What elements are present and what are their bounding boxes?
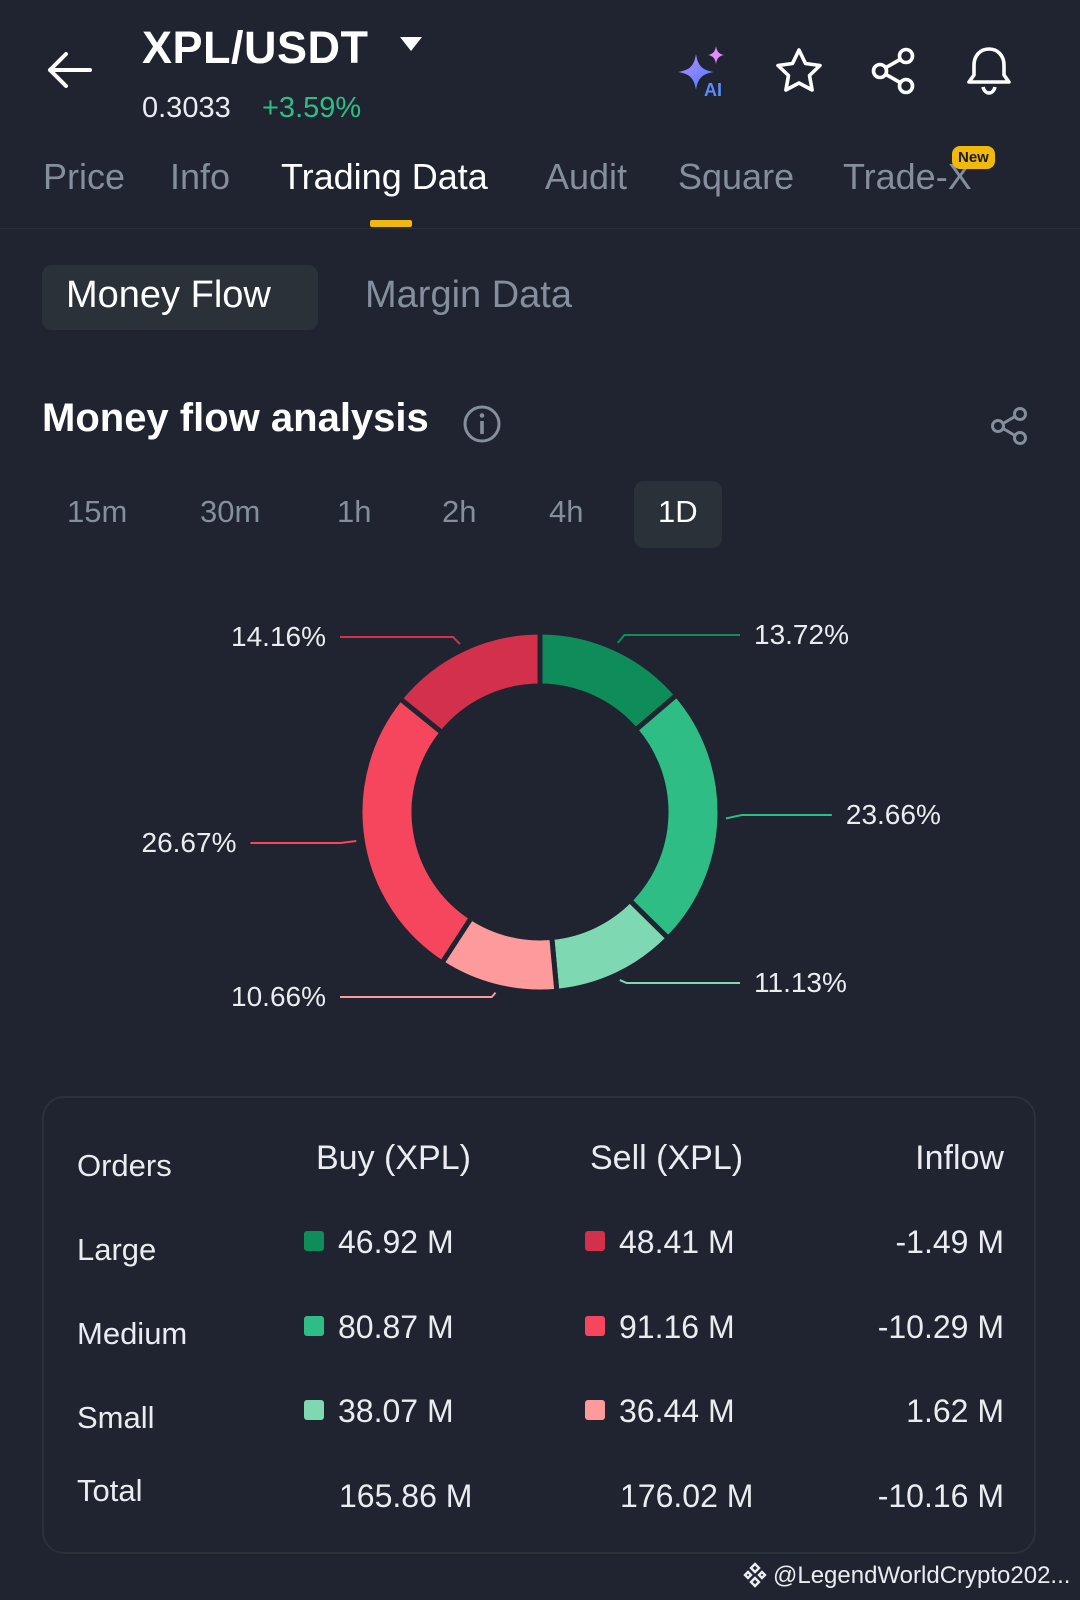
price-change: +3.59% bbox=[262, 92, 362, 124]
timeframe-30m[interactable]: 30m bbox=[200, 494, 261, 529]
buy-total: 165.86 M bbox=[339, 1478, 473, 1514]
sell-swatch-medium bbox=[585, 1316, 605, 1336]
money-flow-table bbox=[42, 1096, 1036, 1554]
timeframe-4h[interactable]: 4h bbox=[549, 494, 584, 529]
data-label-large-buy: 13.72% bbox=[754, 619, 849, 650]
buy-swatch-small bbox=[304, 1400, 324, 1420]
leader-line-medium-sell bbox=[250, 840, 357, 844]
info-icon[interactable] bbox=[462, 404, 502, 444]
timeframe-1d[interactable]: 1D bbox=[658, 494, 698, 529]
buy-swatch-medium bbox=[304, 1316, 324, 1336]
tab-info[interactable]: Info bbox=[170, 156, 231, 197]
header-divider bbox=[0, 228, 1080, 229]
leader-line-small-sell bbox=[340, 991, 497, 998]
row-label-small: Small bbox=[77, 1400, 155, 1435]
row-label-medium: Medium bbox=[77, 1316, 188, 1351]
timeframe-active-bg bbox=[634, 481, 722, 548]
back-arrow-icon[interactable] bbox=[46, 50, 92, 90]
inflow-total: -10.16 M bbox=[877, 1478, 1004, 1514]
active-tab-indicator bbox=[370, 220, 412, 227]
sell-total: 176.02 M bbox=[620, 1478, 754, 1514]
timeframe-1h[interactable]: 1h bbox=[337, 494, 372, 529]
subtab-margin-data[interactable]: Margin Data bbox=[365, 274, 572, 316]
data-label-medium-buy: 23.66% bbox=[846, 799, 941, 830]
donut-slice-medium-sell bbox=[357, 695, 475, 967]
data-label-large-sell: 14.16% bbox=[231, 621, 326, 652]
section-title: Money flow analysis bbox=[42, 396, 429, 440]
header-buy: Buy (XPL) bbox=[316, 1139, 471, 1177]
pair-title[interactable]: XPL/USDT bbox=[142, 22, 369, 73]
tab-trade-x[interactable]: Trade-X bbox=[843, 156, 972, 197]
tab-price[interactable]: Price bbox=[43, 156, 126, 197]
row-label-total: Total bbox=[77, 1473, 143, 1508]
inflow-large: -1.49 M bbox=[895, 1224, 1004, 1260]
svg-text:AI: AI bbox=[704, 80, 722, 100]
ai-sparkle-icon[interactable]: AI bbox=[676, 44, 732, 100]
inflow-medium: -10.29 M bbox=[877, 1309, 1004, 1345]
header-orders: Orders bbox=[77, 1148, 172, 1183]
timeframe-15m[interactable]: 15m bbox=[67, 494, 128, 529]
sell-swatch-small bbox=[585, 1400, 605, 1420]
last-price: 0.3033 bbox=[142, 92, 231, 124]
data-label-small-buy: 11.13% bbox=[754, 967, 847, 998]
inflow-small: 1.62 M bbox=[906, 1393, 1004, 1429]
buy-swatch-large bbox=[304, 1231, 324, 1251]
header-inflow: Inflow bbox=[915, 1139, 1004, 1177]
chevron-down-icon[interactable] bbox=[398, 34, 424, 54]
leader-line-small-buy bbox=[619, 979, 740, 984]
donut-slice-large-sell bbox=[396, 629, 543, 737]
data-label-medium-sell: 26.67% bbox=[142, 827, 237, 858]
buy-medium: 80.87 M bbox=[338, 1309, 454, 1345]
sell-large: 48.41 M bbox=[619, 1224, 735, 1260]
timeframe-2h[interactable]: 2h bbox=[442, 494, 477, 529]
tab-audit[interactable]: Audit bbox=[545, 156, 628, 197]
tab-trading-data[interactable]: Trading Data bbox=[281, 156, 488, 197]
leader-line-medium-buy bbox=[725, 814, 832, 820]
subtab-money-flow[interactable]: Money Flow bbox=[66, 274, 271, 316]
header-sell: Sell (XPL) bbox=[590, 1139, 744, 1177]
binance-logo-icon bbox=[742, 1562, 768, 1588]
section-share-icon[interactable] bbox=[990, 406, 1030, 446]
row-label-large: Large bbox=[77, 1232, 157, 1267]
share-icon[interactable] bbox=[870, 46, 918, 96]
star-icon[interactable] bbox=[774, 46, 824, 96]
buy-small: 38.07 M bbox=[338, 1393, 454, 1429]
money-flow-donut-chart: 13.72% 23.66% 11.13% 10.66% 26.67% 14.16% bbox=[142, 619, 941, 1012]
new-badge: New bbox=[952, 146, 995, 169]
buy-large: 46.92 M bbox=[338, 1224, 454, 1260]
leader-line-large-buy bbox=[616, 634, 740, 644]
subtab-money-flow-bg bbox=[42, 265, 318, 330]
sell-small: 36.44 M bbox=[619, 1393, 735, 1429]
tab-square[interactable]: Square bbox=[678, 156, 795, 197]
leader-line-large-sell bbox=[340, 636, 461, 645]
data-label-small-sell: 10.66% bbox=[231, 981, 326, 1012]
bell-icon[interactable] bbox=[964, 44, 1014, 96]
watermark: @LegendWorldCrypto202... bbox=[773, 1562, 1071, 1589]
sell-swatch-large bbox=[585, 1231, 605, 1251]
donut-slice-medium-buy bbox=[626, 691, 723, 942]
sell-medium: 91.16 M bbox=[619, 1309, 735, 1345]
